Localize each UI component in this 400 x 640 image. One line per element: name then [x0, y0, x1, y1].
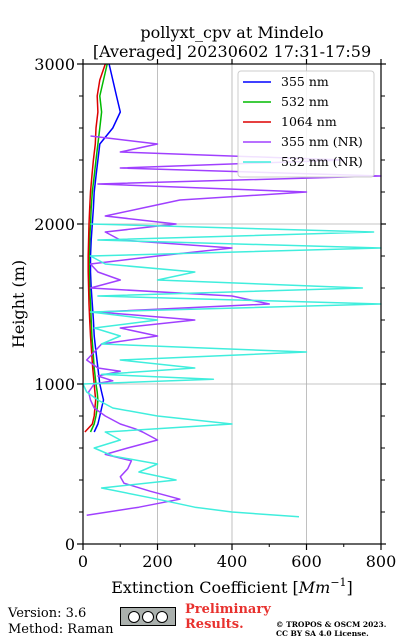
y-axis-label: Height (m) [9, 260, 28, 348]
sa-icon [156, 610, 168, 623]
copyright-line2: CC BY SA 4.0 License. [276, 629, 369, 638]
chart-title-line2: [Averaged] 20230602 17:31-17:59 [93, 42, 371, 61]
series-line-4 [82, 223, 382, 518]
series-line-3 [85, 135, 382, 516]
x-tick-label: 0 [78, 552, 88, 571]
legend-label-2: 1064 nm [281, 114, 337, 129]
cc-license-badge [120, 607, 176, 626]
preliminary-line2: Results. [185, 617, 244, 632]
y-tick-label: 2000 [34, 215, 75, 234]
x-axis-label-close: ] [347, 578, 353, 597]
preliminary-notice: Preliminary Results. [185, 602, 271, 632]
x-tick-label: 200 [142, 552, 173, 571]
series-line-1 [88, 63, 108, 433]
axis-ticks: 0 200 400 600 800 0 1000 2000 3000 [34, 55, 396, 571]
copyright-notice: © TROPOS & OSCM 2023. CC BY SA 4.0 Licen… [276, 620, 386, 638]
x-tick-label: 600 [291, 552, 322, 571]
legend-label-1: 532 nm [281, 94, 329, 109]
chart-title-line1: pollyxt_cpv at Mindelo [140, 23, 323, 42]
version-text: Version: 3.6 [8, 606, 87, 621]
extinction-chart: pollyxt_cpv at Mindelo [Averaged] 202306… [9, 23, 396, 597]
y-tick-label: 1000 [34, 375, 75, 394]
cc-icon [128, 610, 140, 623]
legend-box [237, 70, 375, 178]
by-icon [142, 610, 154, 623]
x-axis-label: Extinction Coefficient [Mm−1] [111, 576, 353, 597]
series-lines [82, 63, 382, 518]
legend-label-0: 355 nm [281, 74, 329, 89]
y-tick-label: 3000 [34, 55, 75, 74]
x-axis-label-unit: Mm [298, 578, 331, 597]
copyright-line1: © TROPOS & OSCM 2023. [276, 620, 387, 629]
preliminary-line1: Preliminary [185, 602, 271, 617]
x-tick-label: 800 [366, 552, 397, 571]
x-axis-label-text: Extinction Coefficient [ [111, 578, 299, 597]
legend-label-4: 532 nm (NR) [281, 154, 363, 169]
x-tick-label: 400 [217, 552, 248, 571]
legend-label-3: 355 nm (NR) [281, 134, 363, 149]
method-text: Method: Raman [8, 622, 114, 637]
version-info: Version: 3.6 Method: Raman [8, 606, 114, 638]
series-line-0 [89, 63, 122, 433]
legend: 355 nm 532 nm 1064 nm 355 nm (NR) 532 nm (NR… [237, 70, 375, 178]
y-tick-label: 0 [65, 535, 75, 554]
x-axis-label-exp: −1 [330, 576, 346, 589]
